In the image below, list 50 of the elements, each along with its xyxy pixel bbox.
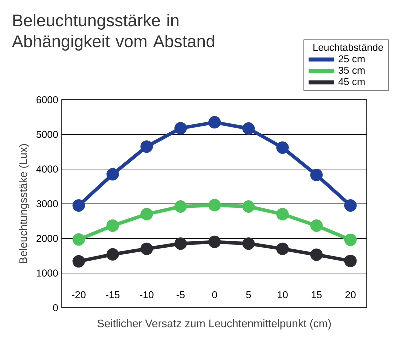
point: [140, 140, 154, 154]
x-tick-label: -10: [140, 291, 154, 299]
point: [106, 220, 120, 232]
point: [276, 208, 290, 221]
point: [344, 234, 357, 246]
x-axis-title: Seitlicher Versatz zum Leuchtenmittelpunkt (cm): [98, 320, 332, 330]
legend-title: Leuchtabstände: [314, 44, 384, 52]
point: [344, 254, 357, 268]
y-tick-label: 2000: [36, 235, 58, 242]
y-tick-label: 6000: [36, 96, 58, 104]
x-tick-label: 20: [346, 291, 356, 299]
point: [140, 242, 154, 256]
point: [140, 208, 154, 221]
x-tick-label: 0: [212, 291, 218, 299]
x-tick-label: 10: [278, 291, 288, 299]
point: [72, 233, 86, 246]
point: [72, 255, 86, 268]
x-tick-label: 5: [246, 292, 252, 298]
point: [242, 238, 256, 250]
point: [174, 238, 188, 250]
y-axis-title: Beleuchtungsstäke (Lux): [19, 144, 30, 264]
point: [344, 200, 357, 212]
x-tick-label: -5: [176, 292, 185, 298]
point: [106, 168, 120, 181]
point: [174, 200, 188, 214]
point: [106, 248, 120, 261]
point: [208, 236, 222, 248]
point: [208, 199, 222, 212]
x-tick-label: -15: [106, 292, 120, 298]
y-tick-label: 3000: [36, 200, 58, 208]
y-tick-label: 5000: [36, 131, 58, 138]
point: [310, 248, 323, 262]
x-tick-label: 15: [312, 292, 322, 298]
point: [276, 242, 290, 256]
y-tick-label: 4000: [36, 166, 58, 173]
legend-label: 25 cm: [338, 56, 365, 63]
x-tick-label: -20: [72, 291, 86, 299]
point: [72, 200, 86, 212]
y-tick-label: 1000: [37, 270, 58, 277]
legend-label: 45 cm: [338, 78, 365, 86]
point: [276, 142, 290, 154]
point: [242, 122, 256, 136]
point: [310, 168, 323, 182]
point: [174, 122, 188, 135]
legend-label: 35 cm: [338, 67, 365, 74]
point: [242, 200, 256, 214]
y-tick-label: 0: [53, 304, 58, 312]
chart-title: Beleuchtungsstärke in Abhängigkeit vom Abstand: [12, 14, 214, 51]
point: [208, 116, 222, 129]
point: [310, 220, 323, 232]
